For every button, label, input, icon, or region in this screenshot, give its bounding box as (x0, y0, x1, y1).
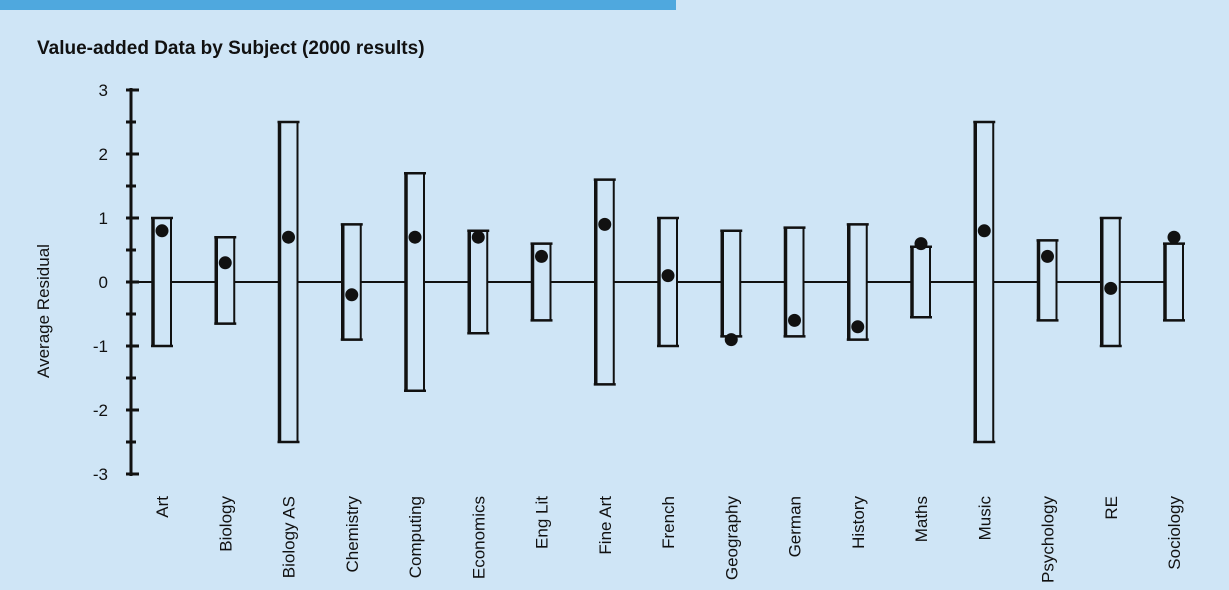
chart-title: Value-added Data by Subject (2000 result… (37, 38, 425, 59)
range-box (341, 223, 362, 341)
average-residual-point (345, 288, 359, 302)
y-tick-label: -3 (93, 465, 108, 484)
average-residual-point (218, 256, 232, 270)
range-box (594, 178, 615, 386)
x-tick-label: French (659, 496, 678, 549)
y-tick-label: 0 (99, 273, 108, 292)
x-tick-label: Art (153, 496, 172, 518)
y-tick-label: 1 (99, 209, 108, 228)
average-residual-point (471, 230, 485, 244)
average-residual-point (914, 237, 928, 251)
x-tick-label: History (849, 496, 868, 549)
range-box (468, 229, 489, 335)
x-tick-label: Chemistry (343, 496, 362, 573)
average-residual-point (1041, 249, 1054, 263)
range-box (911, 245, 931, 319)
x-tick-label: Fine Art (596, 496, 615, 555)
average-residual-point (598, 217, 612, 231)
x-tick-label: Maths (912, 496, 931, 542)
x-tick-label: Computing (406, 496, 425, 578)
header-band (0, 0, 676, 10)
x-tick-label: Sociology (1165, 496, 1184, 570)
y-axis-label: Average Residual (34, 244, 53, 378)
average-residual-point (1167, 230, 1181, 244)
x-tick-label: Biology AS (280, 496, 299, 578)
y-tick-label: 3 (99, 81, 108, 100)
y-tick-label: -2 (93, 401, 108, 420)
range-box (1164, 242, 1184, 322)
average-residual-point (661, 269, 675, 283)
average-residual-point (788, 313, 801, 327)
average-residual-point (535, 249, 548, 263)
average-residual-point (724, 333, 738, 347)
x-tick-label: Geography (722, 496, 741, 581)
average-residual-point (1104, 281, 1118, 295)
range-box (974, 121, 995, 443)
average-residual-point (155, 224, 169, 238)
range-box (278, 121, 299, 443)
average-residual-point (282, 230, 295, 244)
range-box (215, 236, 236, 325)
y-tick-label: 2 (99, 145, 108, 164)
average-residual-point (851, 320, 865, 334)
x-tick-label: Economics (469, 496, 488, 579)
range-box (405, 172, 425, 392)
x-tick-label: Psychology (1039, 496, 1058, 583)
average-residual-point (977, 224, 991, 238)
range-box (721, 229, 742, 338)
x-tick-label: Biology (216, 496, 235, 552)
x-tick-label: Music (975, 496, 994, 541)
x-tick-label: RE (1102, 496, 1121, 520)
y-tick-label: -1 (93, 337, 108, 356)
x-tick-label: Eng Lit (533, 496, 552, 549)
average-residual-point (408, 230, 422, 244)
x-tick-label: German (786, 496, 805, 557)
